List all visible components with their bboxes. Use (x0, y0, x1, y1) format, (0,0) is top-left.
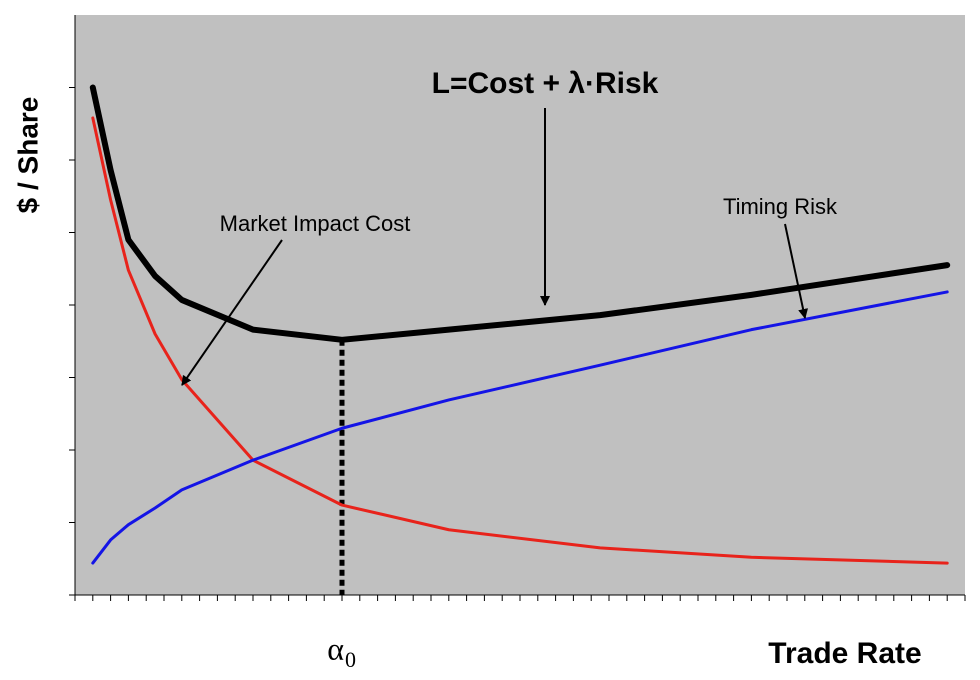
marker-subscript: 0 (345, 647, 356, 672)
plot-area (75, 15, 965, 595)
annotation: Timing Risk (723, 194, 838, 219)
arrow (181, 239, 283, 386)
series-line (89, 84, 951, 343)
x-axis-label: Trade Rate (768, 637, 921, 670)
series-line (91, 290, 949, 565)
chart-title: L=Cost + λ·Risk (432, 67, 659, 100)
annotation: Market Impact Cost (220, 211, 411, 236)
arrow (784, 223, 809, 319)
y-axis-label: $ / Share (12, 97, 43, 214)
marker-label: α (327, 630, 344, 666)
